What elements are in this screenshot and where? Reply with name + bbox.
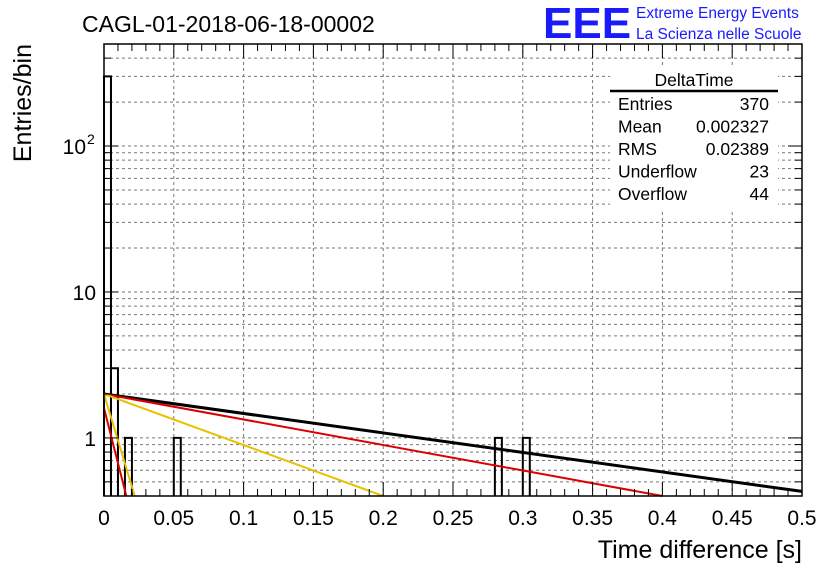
logo-line-1: Extreme Energy Events [636, 5, 799, 22]
fit-line [103, 407, 128, 497]
y-tick-exponent: 2 [87, 131, 95, 147]
y-tick-label: 10 [63, 136, 86, 159]
stats-row-value: 44 [750, 184, 770, 204]
x-tick-label: 0.4 [648, 507, 678, 530]
x-tick-label: 0.2 [369, 507, 398, 530]
x-tick-label: 0 [98, 507, 110, 530]
y-tick-label: 1 [84, 428, 96, 451]
fit-line [103, 393, 384, 497]
x-tick-label: 0.45 [712, 507, 753, 530]
fit-line [103, 392, 803, 493]
stats-row-value: 370 [740, 94, 769, 114]
fit-line [103, 393, 663, 497]
histogram-bin [521, 436, 531, 496]
x-tick-label: 0.3 [508, 507, 537, 530]
histogram-bin [172, 436, 182, 496]
eee-logo-text: EEE [543, 0, 631, 48]
fit-line [103, 393, 136, 497]
x-tick-label: 0.25 [433, 507, 474, 530]
fit-lines [103, 392, 803, 497]
stats-row-label: Overflow [618, 184, 687, 204]
x-axis-label: Time difference [s] [598, 536, 802, 564]
x-tick-label: 0.5 [787, 507, 816, 530]
stats-row-value: 0.002327 [696, 117, 769, 137]
stats-row-label: RMS [618, 139, 657, 159]
eee-logo: EEE Extreme Energy Events La Scienza nel… [543, 0, 801, 48]
stats-row-label: Entries [618, 94, 673, 114]
y-tick-label: 10 [73, 282, 96, 305]
stats-title: DeltaTime [654, 70, 733, 90]
x-tick-label: 0.15 [293, 507, 334, 530]
x-tick-labels: 0 0.05 0.1 0.15 0.2 0.25 0.3 0.35 0.4 0.45 0.5 [98, 507, 816, 530]
x-tick-label: 0.05 [153, 507, 194, 530]
run-title: CAGL-01-2018-06-18-00002 [82, 11, 375, 37]
stats-row-label: Underflow [618, 162, 697, 182]
logo-line-2: La Scienza nelle Scuole [636, 26, 801, 43]
x-tick-label: 0.35 [572, 507, 613, 530]
stats-row-value: 0.02389 [706, 139, 769, 159]
stats-rows: Entries 370 Mean 0.002327 RMS 0.02389 Underflo… [618, 94, 769, 204]
y-axis-label: Entries/bin [9, 44, 37, 162]
stats-row-value: 23 [750, 162, 769, 182]
axis-ticks [103, 43, 803, 497]
stats-row-label: Mean [618, 117, 662, 137]
stats-box: DeltaTime Entries 370 Mean 0.002327 RMS 0.023… [610, 68, 778, 210]
x-tick-label: 0.1 [229, 507, 258, 530]
